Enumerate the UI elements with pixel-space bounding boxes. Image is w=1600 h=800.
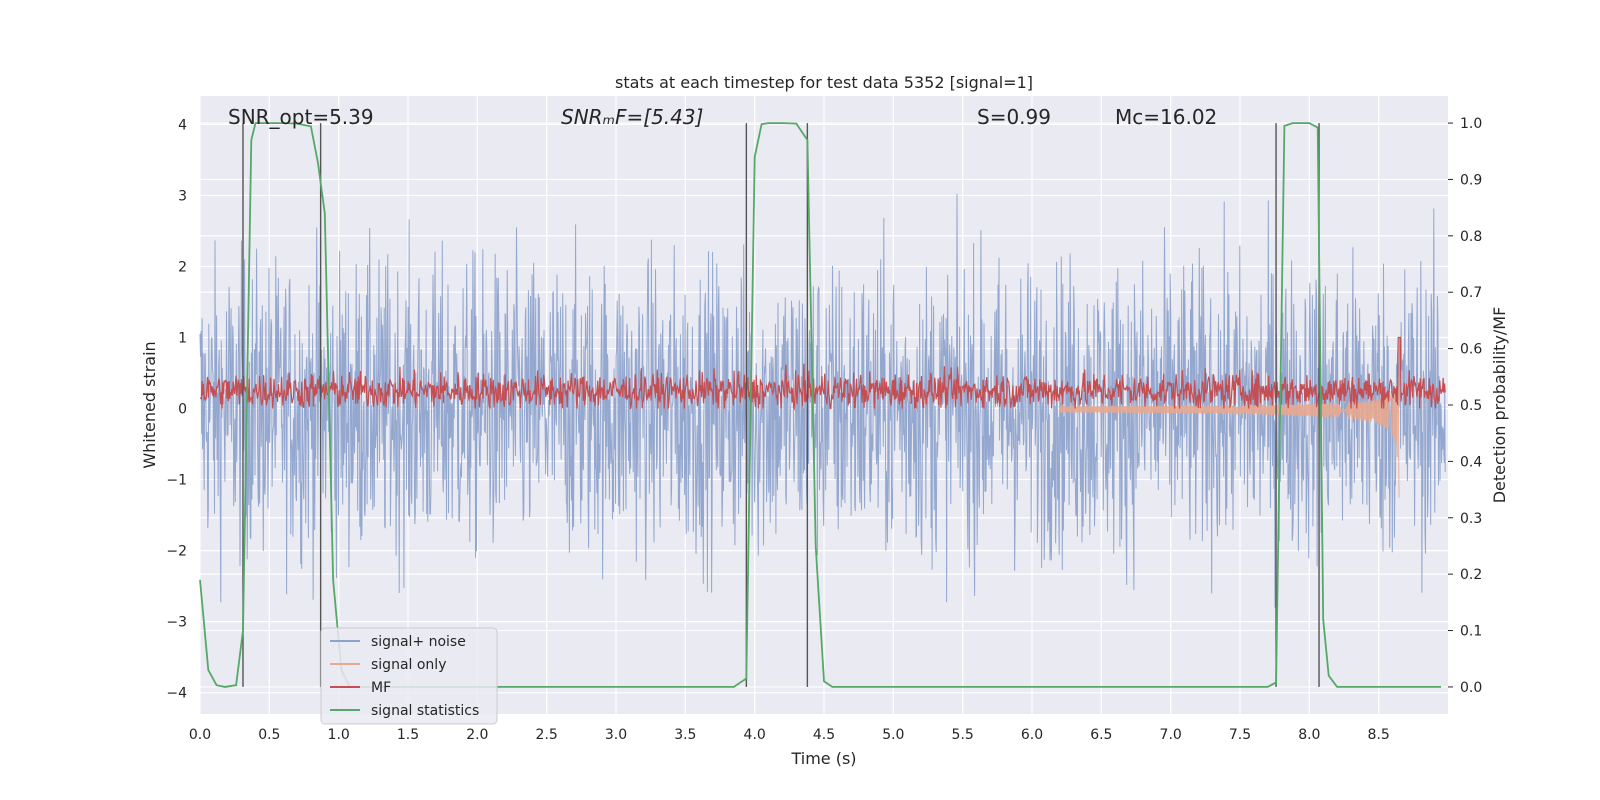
x-axis-label: Time (s) — [790, 749, 856, 768]
y-tick-label: −2 — [166, 544, 187, 560]
y-tick-label: −4 — [166, 686, 187, 702]
legend-box — [320, 627, 498, 725]
x-axis: 0.0 0.5 1.0 1.5 2.0 2.5 3.0 3.5 4.0 4.5 5.0 5.5 6.0 6… — [189, 727, 1390, 743]
x-tick-label: 3.5 — [674, 727, 696, 743]
mf-series — [199, 336, 1446, 411]
legend: signal+ noise signal only MF signal statist… — [320, 627, 498, 725]
y2-tick-label: 0.5 — [1460, 398, 1482, 414]
x-tick-label: 8.5 — [1368, 727, 1390, 743]
x-tick-label: 4.5 — [813, 727, 835, 743]
y2-tick-label: 0.8 — [1460, 229, 1482, 245]
x-tick-label: 2.0 — [466, 727, 488, 743]
y2-tick-label: 0.3 — [1460, 511, 1482, 527]
x-tick-label: 7.5 — [1229, 727, 1251, 743]
y-axis-right: 0.0 0.1 0.2 0.3 0.4 0.5 0.6 0.7 0.8 0.9 1.0 — [1448, 116, 1482, 696]
x-tick-label: 7.0 — [1160, 727, 1182, 743]
y2-tick-label: 0.2 — [1460, 567, 1482, 583]
legend-label: signal statistics — [371, 703, 479, 719]
x-tick-label: 1.0 — [328, 727, 350, 743]
y-tick-label: 0 — [178, 402, 187, 418]
y-tick-label: −3 — [166, 615, 187, 631]
y-tick-label: −1 — [166, 473, 187, 489]
chart-title: stats at each timestep for test data 535… — [615, 73, 1033, 92]
y-axis-label: Whitened strain — [140, 341, 159, 468]
y2-axis-label: Detection probability/MF — [1490, 307, 1509, 504]
y2-tick-label: 0.9 — [1460, 172, 1482, 188]
x-tick-label: 6.5 — [1090, 727, 1112, 743]
y-tick-label: 1 — [178, 331, 187, 347]
y2-tick-label: 0.0 — [1460, 680, 1482, 696]
y2-tick-label: 0.1 — [1460, 624, 1482, 640]
annotation-snr-opt: SNR_opt=5.39 — [228, 105, 374, 129]
x-tick-label: 2.5 — [536, 727, 558, 743]
y2-tick-label: 0.6 — [1460, 342, 1482, 358]
x-tick-label: 5.5 — [952, 727, 974, 743]
mf-line — [199, 336, 1446, 411]
legend-label: MF — [371, 680, 391, 696]
legend-label: signal only — [371, 657, 446, 673]
annotation-snr-mf: SNRₘF=[5.43] — [561, 105, 703, 129]
x-tick-label: 0.0 — [189, 727, 211, 743]
y2-tick-label: 1.0 — [1460, 116, 1482, 132]
signal-statistics-line — [199, 122, 1442, 688]
x-tick-label: 3.0 — [605, 727, 627, 743]
y-tick-label: 4 — [178, 117, 187, 133]
x-tick-label: 0.5 — [258, 727, 280, 743]
annotation-chirp-mass: Mᴄ=16.02 — [1115, 105, 1217, 129]
x-tick-label: 5.0 — [882, 727, 904, 743]
x-tick-label: 8.0 — [1298, 727, 1320, 743]
legend-label: signal+ noise — [371, 634, 466, 650]
y-axis-left: −4 −3 −2 −1 0 1 2 3 4 — [166, 117, 187, 701]
y-tick-label: 3 — [178, 188, 187, 204]
x-tick-label: 4.0 — [744, 727, 766, 743]
y-tick-label: 2 — [178, 259, 187, 275]
x-tick-label: 6.0 — [1021, 727, 1043, 743]
annotation-s-value: S=0.99 — [977, 105, 1051, 129]
x-tick-label: 1.5 — [397, 727, 419, 743]
y2-tick-label: 0.7 — [1460, 285, 1482, 301]
y2-tick-label: 0.4 — [1460, 454, 1482, 470]
signal-statistics-series — [199, 122, 1442, 688]
